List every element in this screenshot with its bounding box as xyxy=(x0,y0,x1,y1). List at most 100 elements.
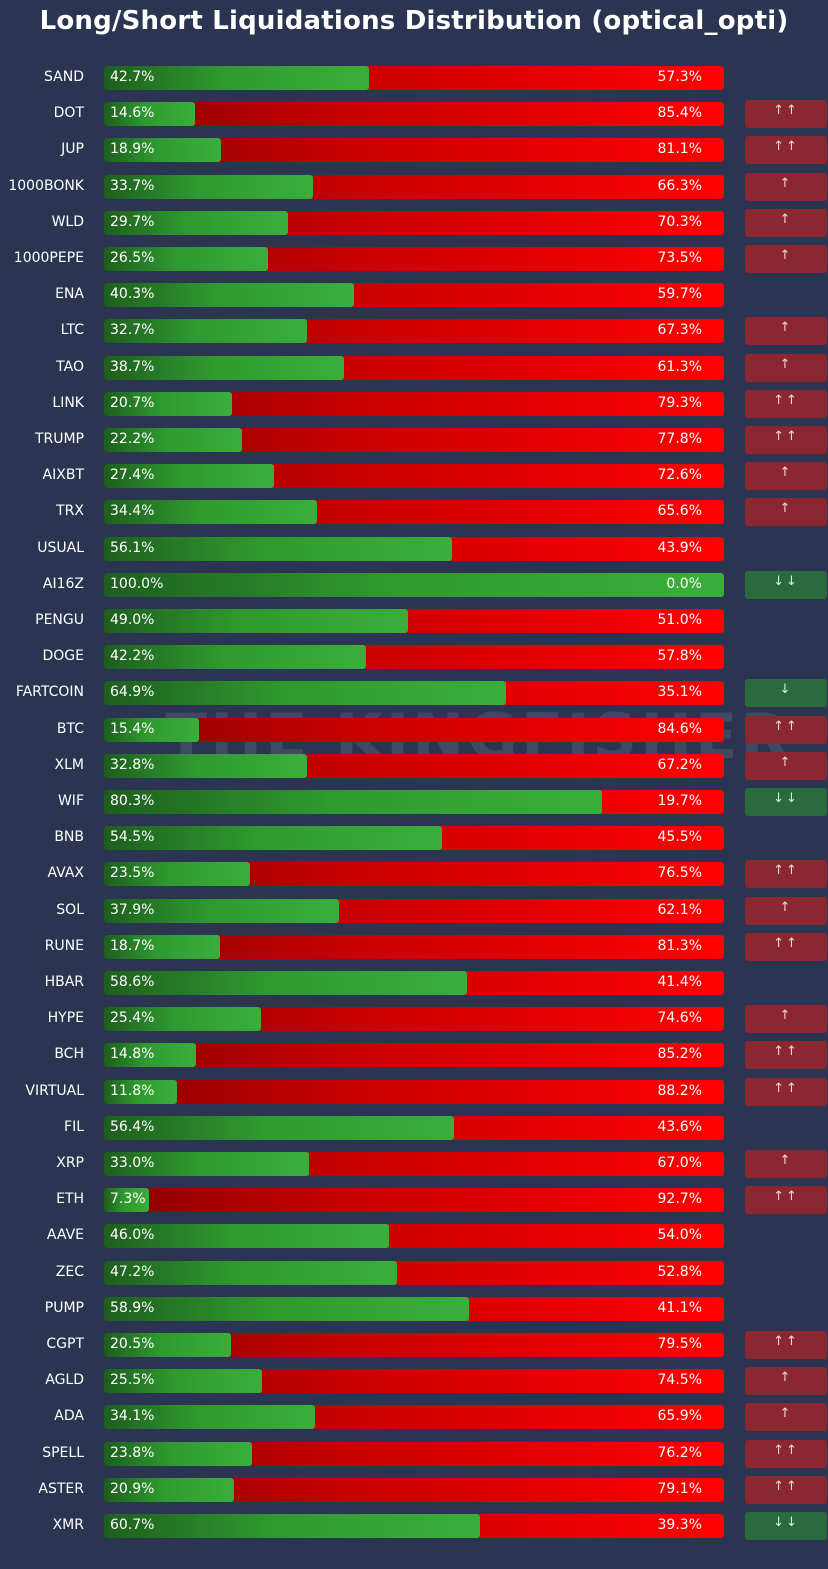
long-bar xyxy=(104,66,369,90)
bar-row: AIXBT 27.4% 72.6% ↑ xyxy=(0,462,828,491)
long-percent-label: 58.6% xyxy=(110,974,155,990)
short-percent-label: 81.1% xyxy=(657,141,702,158)
bar-row: VIRTUAL 11.8% 88.2% ↑↑ xyxy=(0,1077,828,1106)
short-bar: 42.7% 57.3% xyxy=(104,66,724,90)
bar-row: AGLD 25.5% 74.5% ↑ xyxy=(0,1367,828,1396)
bar-row: XMR 60.7% 39.3% ↓↓ xyxy=(0,1512,828,1540)
long-percent-label: 20.7% xyxy=(110,394,155,411)
short-percent-label: 77.8% xyxy=(657,431,702,447)
bar-row: BTC 15.4% 84.6% ↑↑ xyxy=(0,715,828,744)
signal-up-icon: ↑ xyxy=(745,462,827,491)
long-percent-label: 33.0% xyxy=(110,1155,155,1171)
short-percent-label: 51.0% xyxy=(657,612,702,628)
bar-row: TRX 34.4% 65.6% ↑ xyxy=(0,498,828,527)
bar-row: XRP 33.0% 67.0% ↑ xyxy=(0,1150,828,1178)
symbol-label: SOL xyxy=(56,901,84,918)
signal-up-icon: ↑↑ xyxy=(745,860,827,889)
short-bar: 56.4% 43.6% xyxy=(104,1115,724,1140)
symbol-label: BNB xyxy=(54,829,84,846)
long-bar xyxy=(104,138,221,163)
signal-up-icon: ↑↑ xyxy=(745,1439,827,1468)
bar-row: AAVE 46.0% 54.0% xyxy=(0,1224,828,1249)
long-percent-label: 38.7% xyxy=(110,358,155,375)
signal-up-icon: ↑↑ xyxy=(745,1331,827,1359)
short-bar: 56.1% 43.9% xyxy=(104,536,724,561)
symbol-label: PUMP xyxy=(44,1299,84,1316)
long-bar xyxy=(104,753,307,778)
short-percent-label: 45.5% xyxy=(657,829,702,846)
signal-up-icon: ↑↑ xyxy=(745,389,827,418)
bar-row: DOT 14.6% 85.4% ↑↑ xyxy=(0,100,828,129)
short-bar: 32.8% 67.2% xyxy=(104,753,724,778)
signal-up-icon: ↑↑ xyxy=(745,136,827,165)
short-bar: 25.5% 74.5% xyxy=(104,1369,724,1394)
long-bar xyxy=(104,355,344,380)
short-percent-label: 85.4% xyxy=(657,105,702,122)
long-bar xyxy=(104,247,268,271)
long-bar xyxy=(104,210,288,235)
long-bar xyxy=(104,1043,196,1068)
bar-row: ASTER 20.9% 79.1% ↑↑ xyxy=(0,1475,828,1504)
signal-up-icon: ↑ xyxy=(745,353,827,382)
long-bar xyxy=(104,971,467,995)
signal-up-icon: ↑ xyxy=(745,1403,827,1432)
short-bar: 40.3% 59.7% xyxy=(104,283,724,308)
symbol-label: HYPE xyxy=(47,1010,84,1027)
signal-down-icon: ↓↓ xyxy=(745,788,827,816)
long-percent-label: 32.8% xyxy=(110,756,155,773)
long-bar xyxy=(104,826,442,851)
symbol-label: PENGU xyxy=(35,612,84,628)
bar-row: RUNE 18.7% 81.3% ↑↑ xyxy=(0,932,828,961)
short-bar: 80.3% 19.7% xyxy=(104,790,724,814)
short-bar: 47.2% 52.8% xyxy=(104,1260,724,1285)
short-bar: 33.7% 66.3% xyxy=(104,174,724,199)
short-percent-label: 0.0% xyxy=(666,575,702,592)
short-percent-label: 65.9% xyxy=(657,1408,702,1425)
bar-row: SPELL 23.8% 76.2% ↑↑ xyxy=(0,1439,828,1468)
symbol-label: AIXBT xyxy=(42,467,84,484)
long-bar xyxy=(104,500,317,525)
long-bar xyxy=(104,1369,262,1394)
long-percent-label: 54.5% xyxy=(110,829,155,846)
symbol-label: ENA xyxy=(55,286,84,303)
short-bar: 27.4% 72.6% xyxy=(104,464,724,489)
long-percent-label: 46.0% xyxy=(110,1227,155,1244)
signal-up-icon: ↑ xyxy=(745,751,827,780)
long-percent-label: 20.9% xyxy=(110,1480,155,1497)
long-percent-label: 60.7% xyxy=(110,1517,155,1533)
short-percent-label: 92.7% xyxy=(657,1191,702,1208)
bar-row: XLM 32.8% 67.2% ↑ xyxy=(0,751,828,780)
long-percent-label: 42.7% xyxy=(110,69,155,85)
signal-up-icon: ↑ xyxy=(745,498,827,527)
symbol-label: TRX xyxy=(56,503,84,520)
symbol-label: XLM xyxy=(54,756,84,773)
short-bar: 58.6% 41.4% xyxy=(104,971,724,995)
short-bar: 34.4% 65.6% xyxy=(104,500,724,525)
signal-down-icon: ↓ xyxy=(745,679,827,708)
symbol-label: SAND xyxy=(44,69,84,85)
short-bar: 20.7% 79.3% xyxy=(104,391,724,416)
short-bar: 33.0% 67.0% xyxy=(104,1152,724,1176)
short-bar: 7.3% 92.7% xyxy=(104,1188,724,1213)
short-percent-label: 41.1% xyxy=(657,1299,702,1316)
short-bar: 20.5% 79.5% xyxy=(104,1333,724,1357)
symbol-label: TRUMP xyxy=(34,431,84,447)
long-percent-label: 34.4% xyxy=(110,503,155,520)
bar-row: HBAR 58.6% 41.4% xyxy=(0,971,828,995)
long-bar xyxy=(104,717,199,742)
symbol-label: CGPT xyxy=(46,1336,84,1352)
bar-row: AVAX 23.5% 76.5% ↑↑ xyxy=(0,860,828,889)
long-bar xyxy=(104,572,724,597)
short-bar: 38.7% 61.3% xyxy=(104,355,724,380)
long-percent-label: 29.7% xyxy=(110,213,155,230)
symbol-label: ETH xyxy=(56,1191,84,1208)
long-bar xyxy=(104,102,195,127)
short-percent-label: 61.3% xyxy=(657,358,702,375)
long-percent-label: 56.1% xyxy=(110,539,155,556)
symbol-label: AVAX xyxy=(47,865,84,882)
short-bar: 22.2% 77.8% xyxy=(104,428,724,452)
bar-row: USUAL 56.1% 43.9% xyxy=(0,536,828,561)
long-bar xyxy=(104,1152,309,1176)
long-percent-label: 20.5% xyxy=(110,1336,155,1352)
symbol-label: AGLD xyxy=(45,1372,84,1389)
